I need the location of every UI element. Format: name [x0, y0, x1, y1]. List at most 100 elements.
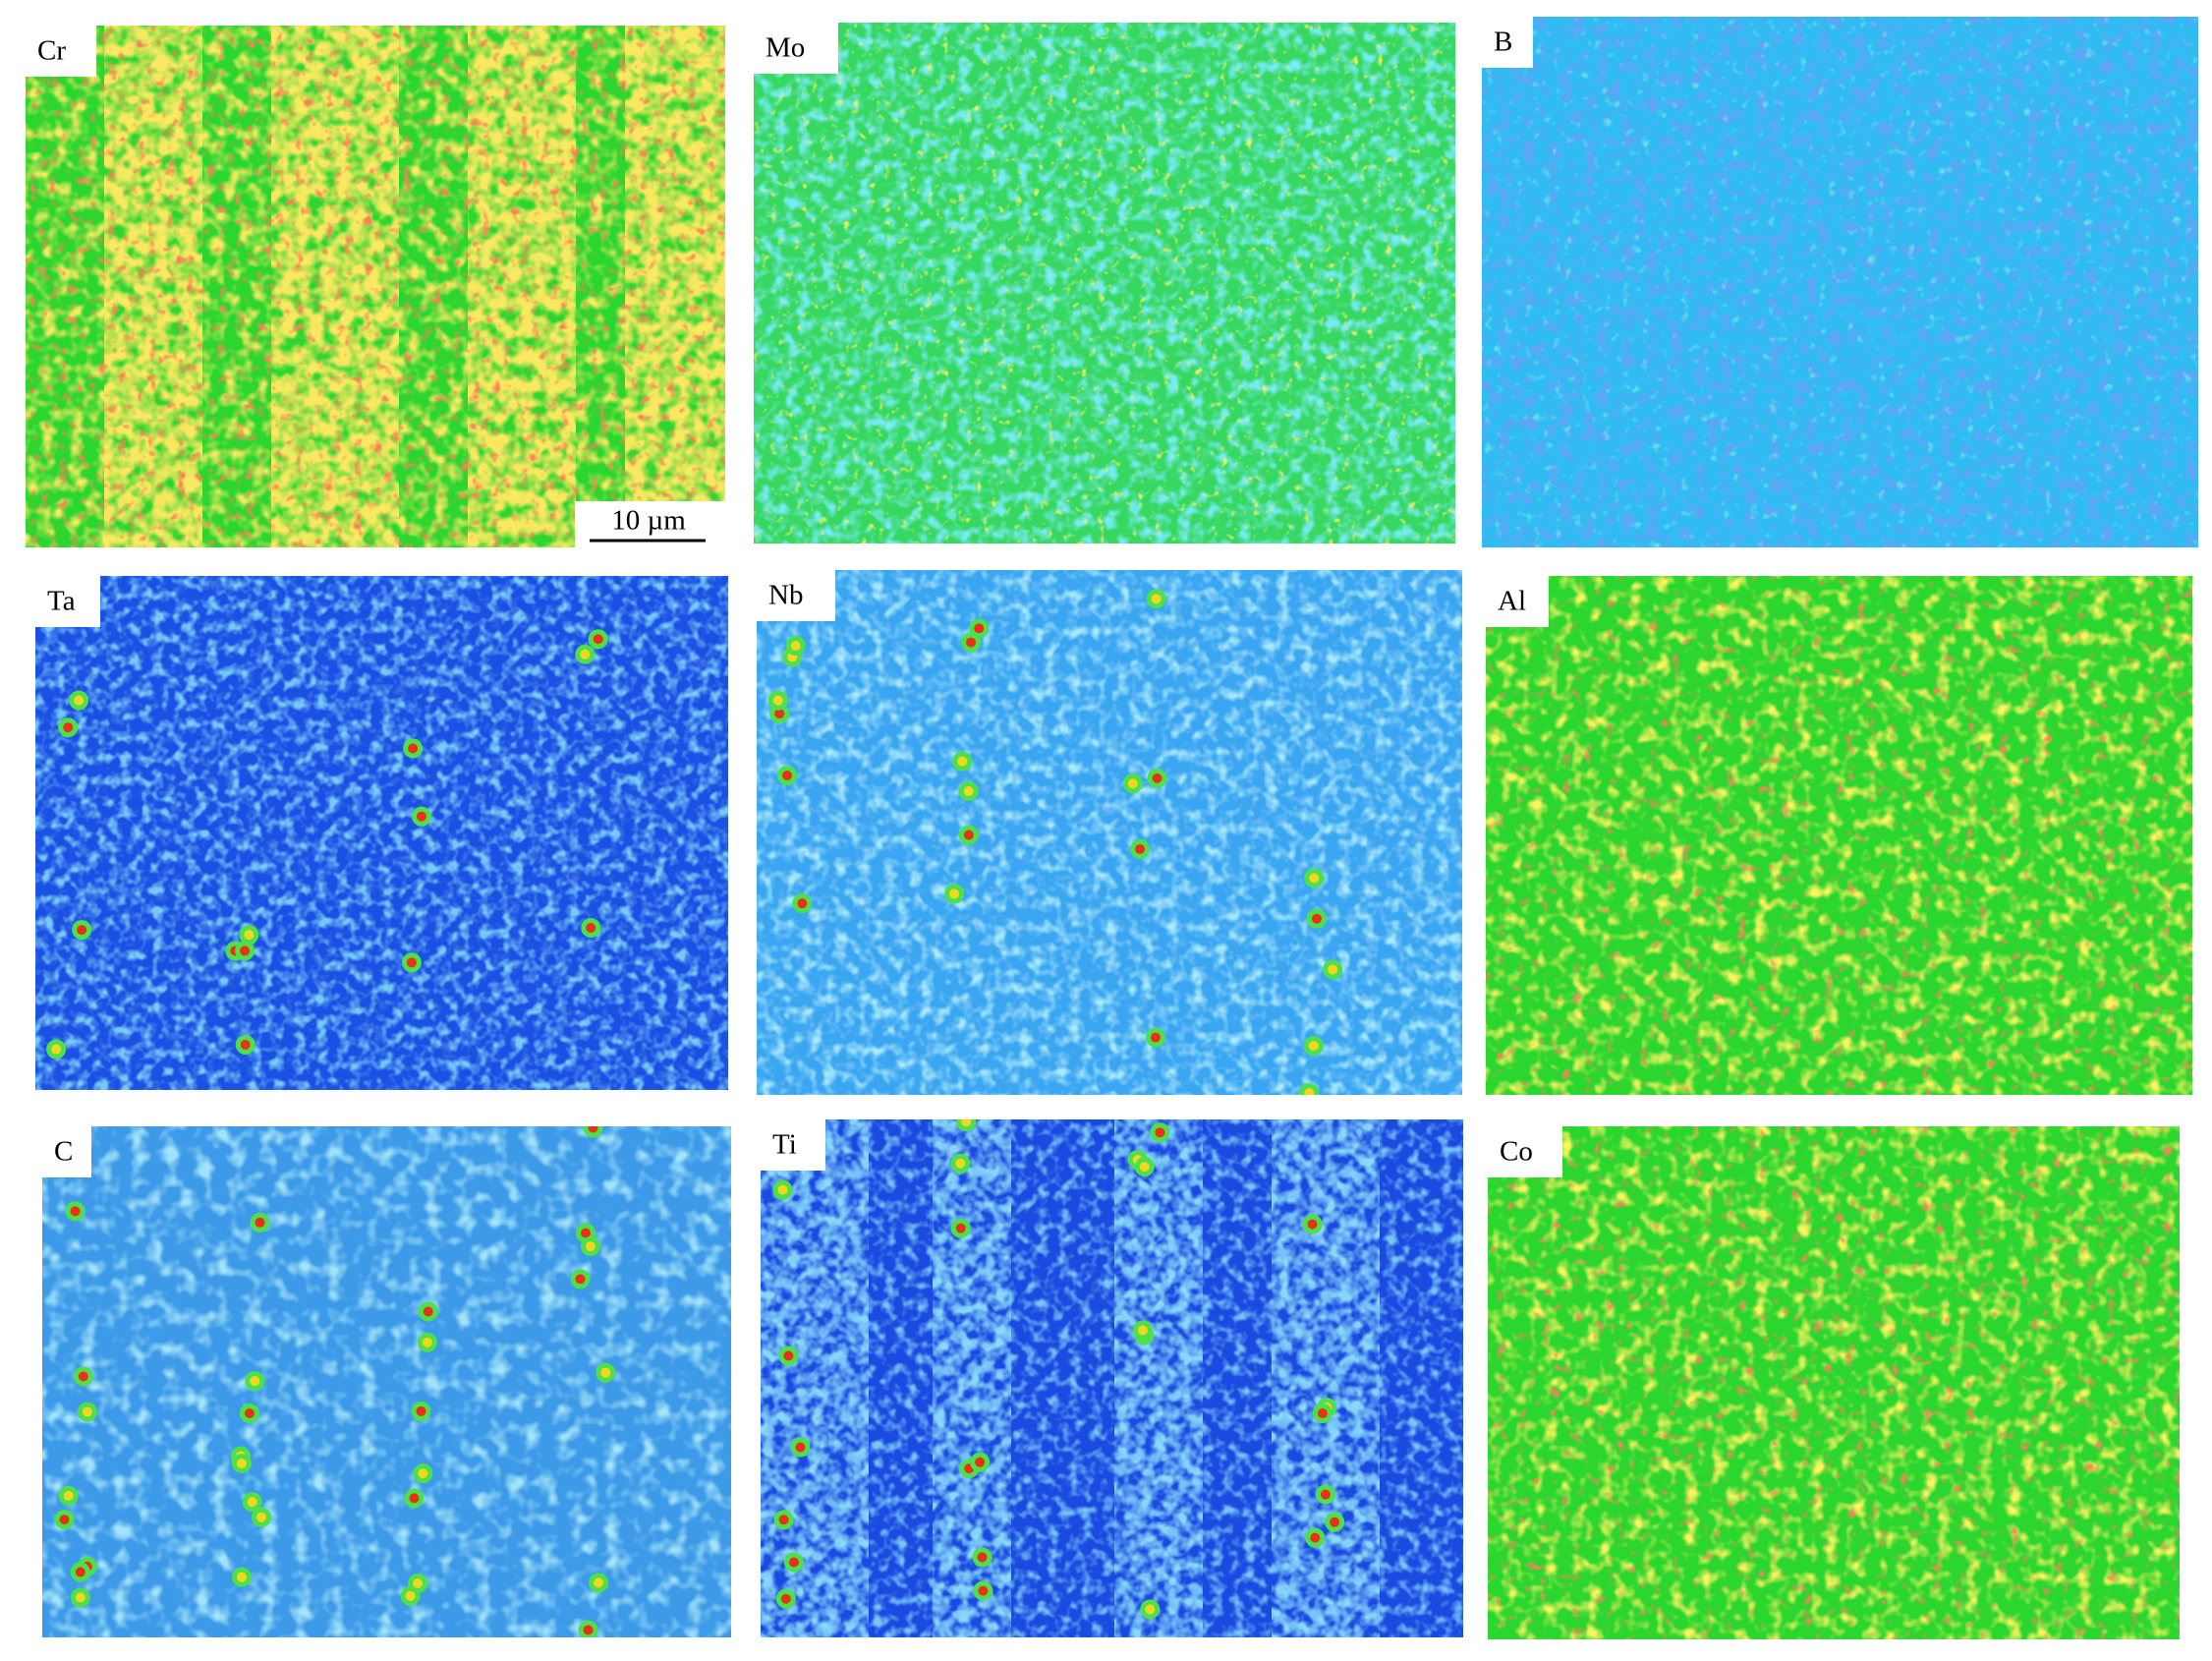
element-map — [1482, 17, 2198, 547]
precipitate-core — [955, 1158, 966, 1169]
label-box — [26, 26, 96, 77]
precipitate-core — [244, 930, 255, 941]
precipitate-core — [408, 743, 419, 754]
map-texture — [1482, 17, 2198, 547]
precipitate-core — [975, 1457, 986, 1467]
precipitate-core — [1137, 1325, 1148, 1336]
element-map — [42, 1126, 731, 1637]
label-box — [42, 1126, 91, 1177]
precipitate-core — [782, 771, 793, 781]
precipitate-core — [236, 1572, 247, 1582]
precipitate-core — [418, 1468, 428, 1479]
element-label: Mo — [766, 32, 805, 64]
element-label: Nb — [768, 580, 803, 611]
precipitate-core — [1151, 594, 1162, 604]
element-map — [26, 26, 725, 547]
precipitate-core — [423, 1306, 433, 1317]
element-map — [1486, 576, 2192, 1095]
precipitate-core — [1139, 1162, 1150, 1173]
precipitate-core — [75, 1567, 85, 1577]
precipitate-core — [1309, 873, 1320, 884]
precipitate-core — [413, 1578, 424, 1589]
element-label: Co — [1500, 1136, 1533, 1168]
precipitate-core — [977, 1552, 988, 1563]
precipitate-core — [70, 1206, 81, 1217]
precipitate-core — [580, 649, 591, 659]
precipitate-core — [409, 1493, 420, 1504]
precipitate-core — [256, 1512, 267, 1522]
label-box — [761, 1119, 825, 1171]
precipitate-core — [955, 1223, 966, 1233]
precipitate-core — [1150, 1032, 1161, 1043]
label-box — [757, 570, 835, 621]
precipitate-core — [777, 1184, 788, 1195]
precipitate-core — [250, 1376, 260, 1387]
precipitate-core — [600, 1367, 611, 1378]
element-map — [35, 576, 728, 1090]
precipitate-core — [236, 1458, 247, 1468]
precipitate-core — [783, 1350, 794, 1361]
precipitate-core — [795, 1442, 806, 1453]
precipitate-core — [774, 709, 785, 719]
precipitate-core — [588, 1126, 598, 1133]
label-box — [1486, 576, 1549, 627]
element-label: Al — [1498, 586, 1526, 617]
map-texture — [1486, 576, 2192, 1095]
element-label: Cr — [37, 35, 66, 67]
precipitate-core — [1307, 1219, 1318, 1230]
precipitate-core — [1328, 964, 1338, 975]
precipitate-core — [416, 1405, 426, 1416]
element-label: B — [1494, 27, 1512, 58]
map-texture — [42, 1126, 731, 1637]
precipitate-core — [240, 1039, 251, 1050]
precipitate-core — [957, 756, 968, 767]
precipitate-core — [63, 1490, 74, 1501]
precipitate-core — [422, 1337, 432, 1347]
map-texture — [35, 576, 728, 1090]
precipitate-core — [581, 1228, 592, 1238]
precipitate-core — [1135, 843, 1146, 854]
precipitate-core — [772, 695, 783, 706]
precipitate-core — [240, 945, 251, 956]
precipitate-core — [416, 811, 426, 822]
precipitate-core — [974, 623, 985, 634]
element-map — [757, 570, 1462, 1095]
precipitate-core — [797, 898, 808, 909]
precipitate-core — [78, 1371, 88, 1382]
precipitate-core — [1308, 1041, 1319, 1052]
precipitate-core — [594, 1577, 604, 1588]
precipitate-core — [247, 1497, 257, 1508]
precipitate-core — [790, 641, 801, 652]
precipitate-core — [1152, 773, 1163, 783]
scale-bar-label: 10 µm — [611, 505, 686, 537]
precipitate-core — [1320, 1489, 1331, 1500]
precipitate-core — [963, 830, 974, 840]
precipitate-core — [244, 1407, 255, 1418]
element-map — [1488, 1126, 2180, 1639]
precipitate-core — [575, 1274, 586, 1285]
precipitate-core — [75, 1592, 85, 1603]
precipitate-core — [1311, 913, 1322, 924]
precipitate-core — [74, 695, 85, 706]
precipitate-core — [1330, 1517, 1340, 1527]
label-box — [1482, 17, 1533, 68]
precipitate-core — [59, 1515, 70, 1525]
precipitate-core — [1304, 1087, 1315, 1095]
precipitate-core — [1310, 1532, 1321, 1543]
precipitate-core — [63, 722, 74, 733]
precipitate-core — [978, 1585, 989, 1596]
precipitate-core — [1317, 1408, 1328, 1419]
label-box — [1488, 1126, 1562, 1177]
precipitate-core — [593, 634, 603, 645]
precipitate-core — [1145, 1604, 1156, 1615]
precipitate-core — [788, 1557, 799, 1568]
precipitate-core — [780, 1593, 791, 1604]
precipitate-core — [405, 1590, 416, 1601]
element-label: C — [54, 1136, 73, 1168]
element-map — [754, 23, 1455, 544]
map-texture — [754, 23, 1455, 544]
precipitate-core — [82, 1406, 92, 1417]
precipitate-core — [585, 1241, 596, 1252]
